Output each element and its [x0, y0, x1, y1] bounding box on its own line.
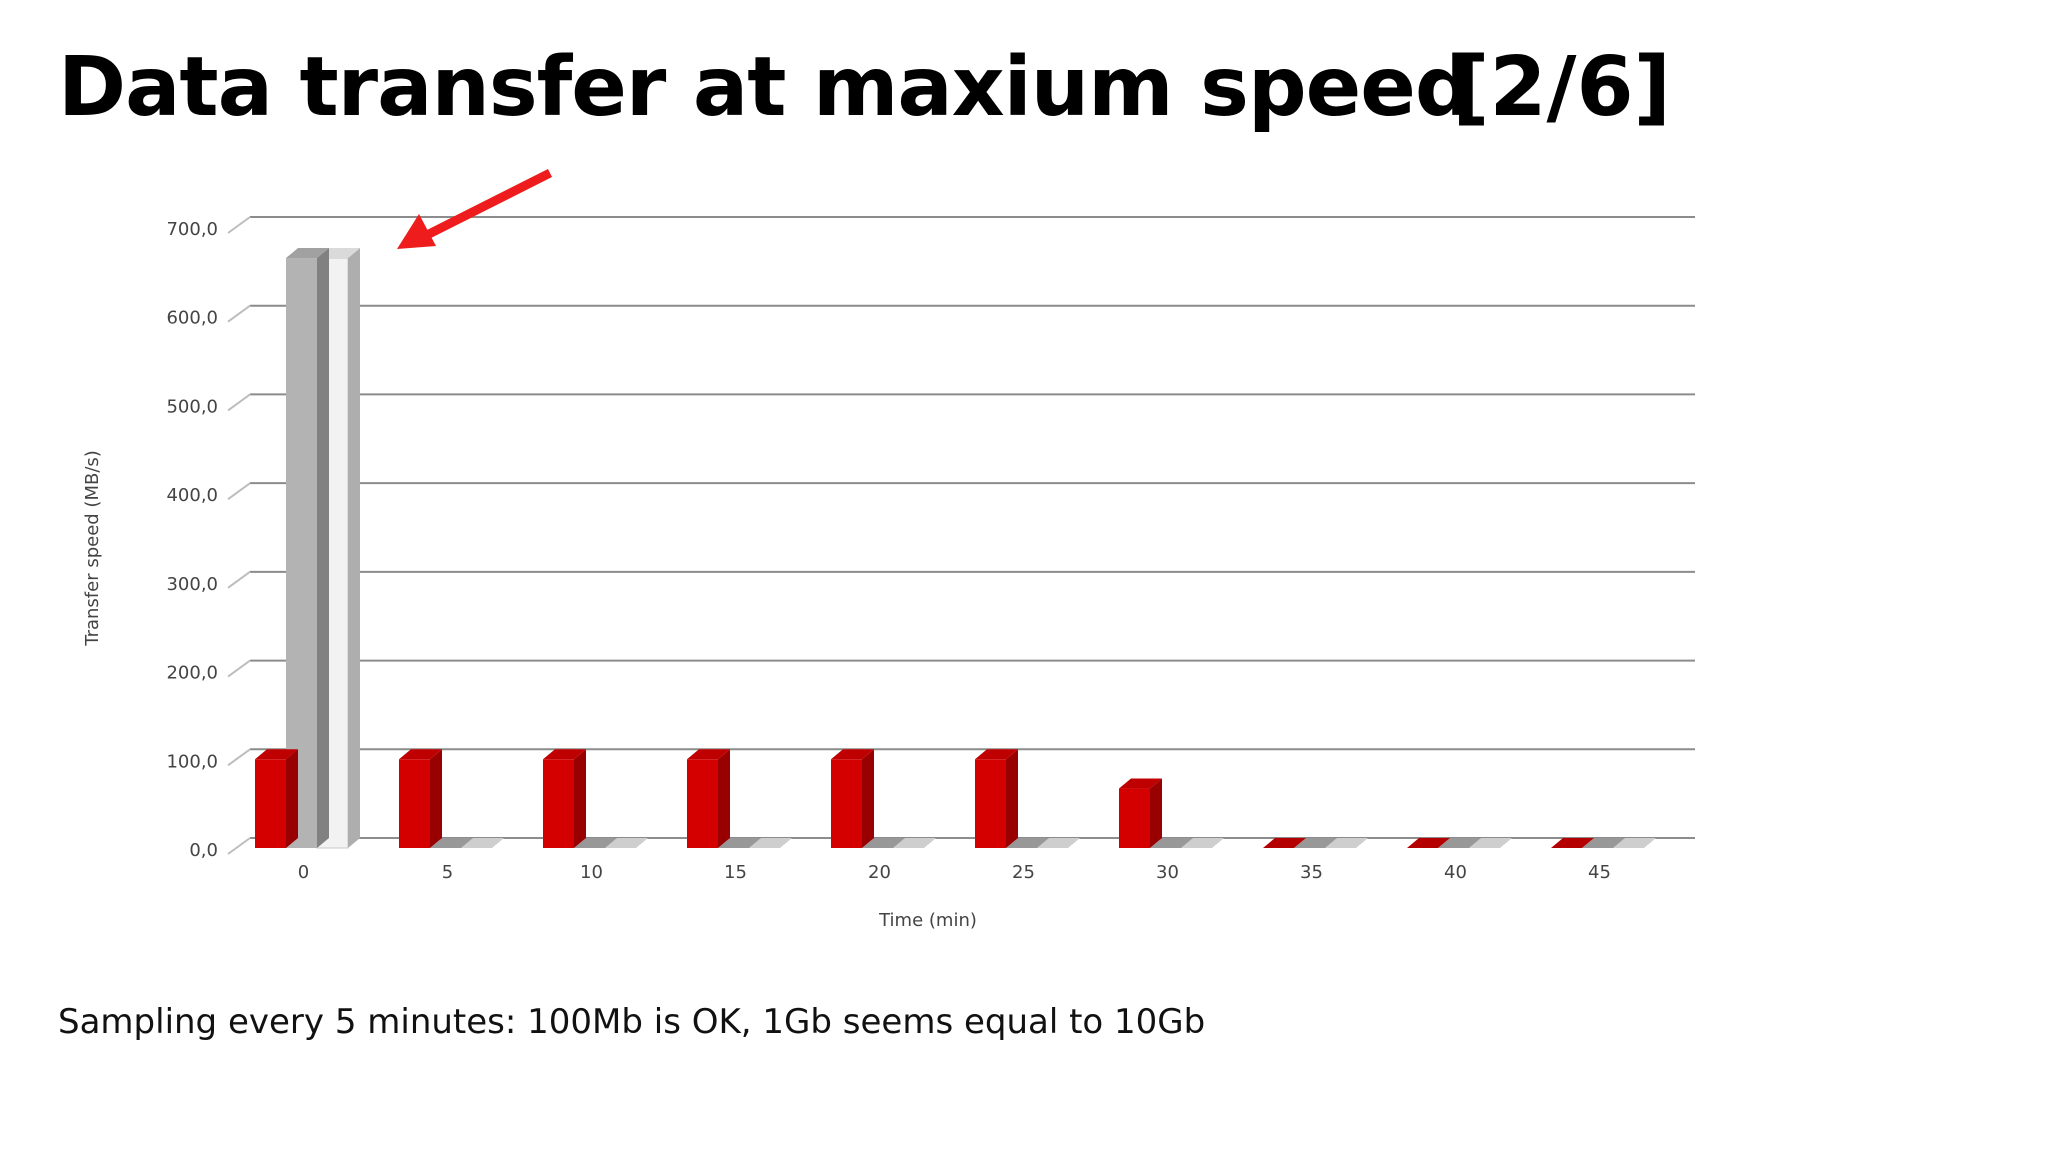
y-tick-label: 500,0 — [166, 396, 218, 417]
bar — [1613, 838, 1656, 848]
y-axis-title: Transfer speed (MB/s) — [82, 450, 103, 647]
bar — [605, 838, 648, 848]
x-tick-label: 35 — [1300, 862, 1323, 883]
bar — [286, 248, 329, 849]
bar — [1469, 838, 1512, 848]
x-tick-label: 45 — [1588, 862, 1611, 883]
gridline-depth — [227, 571, 251, 589]
x-tick-label: 5 — [442, 862, 453, 883]
y-tick-label: 0,0 — [189, 840, 218, 861]
x-tick-label: 40 — [1444, 862, 1467, 883]
bar — [461, 838, 504, 848]
y-tick-label: 300,0 — [166, 574, 218, 595]
x-tick-label: 25 — [1012, 862, 1035, 883]
gridline-depth — [227, 659, 251, 678]
y-tick-label: 100,0 — [166, 751, 218, 772]
x-tick-label: 10 — [580, 862, 603, 883]
slide-counter: [2/6] — [1452, 40, 1672, 135]
x-tick-label: 0 — [298, 862, 309, 883]
gridline-depth — [227, 393, 251, 412]
gridline-depth — [227, 482, 251, 500]
bar — [574, 838, 617, 848]
bar — [1325, 838, 1368, 848]
bar — [430, 838, 473, 848]
bar-chart: 0,0 100,0 200,0 300,0 400,0 500,0 600,0 700,0 0… — [82, 168, 1695, 931]
bar — [1294, 838, 1337, 848]
bar — [1119, 778, 1162, 848]
bar — [1551, 838, 1594, 848]
bar — [831, 749, 874, 848]
caption: Sampling every 5 minutes: 100Mb is OK, 1… — [58, 1002, 1206, 1042]
red-arrow-icon — [397, 168, 553, 249]
bar — [975, 749, 1018, 848]
bar — [255, 749, 298, 848]
gridline-depth — [227, 748, 251, 767]
bar — [718, 838, 761, 848]
bar — [543, 749, 586, 848]
bar — [1582, 838, 1625, 848]
gridline-depth — [227, 304, 251, 323]
bar — [1263, 838, 1306, 848]
bar — [399, 749, 442, 848]
bar — [1438, 838, 1481, 848]
bar — [1181, 838, 1224, 848]
bar — [749, 838, 792, 848]
x-tick-label: 30 — [1156, 862, 1179, 883]
bar — [1150, 838, 1193, 848]
slide-title: Data transfer at maxium speed — [58, 40, 1474, 135]
x-axis-title: Time (min) — [878, 910, 977, 931]
bars — [255, 248, 1656, 849]
gridlines — [227, 216, 1695, 855]
x-axis-ticks: 0 5 10 15 20 25 30 35 40 45 — [298, 862, 1611, 883]
bar — [1407, 838, 1450, 848]
bar — [1037, 838, 1080, 848]
y-tick-label: 400,0 — [166, 485, 218, 506]
y-tick-label: 200,0 — [166, 663, 218, 684]
x-tick-label: 20 — [868, 862, 891, 883]
bar — [687, 749, 730, 848]
gridline-depth — [227, 216, 251, 234]
bar — [893, 838, 936, 848]
x-tick-label: 15 — [724, 862, 747, 883]
y-tick-label: 600,0 — [166, 308, 218, 329]
y-tick-label: 700,0 — [166, 219, 218, 240]
y-axis-ticks: 0,0 100,0 200,0 300,0 400,0 500,0 600,0 700,0 — [166, 219, 218, 861]
bar — [862, 838, 905, 848]
gridline-depth — [227, 837, 251, 855]
bar — [1006, 838, 1049, 848]
